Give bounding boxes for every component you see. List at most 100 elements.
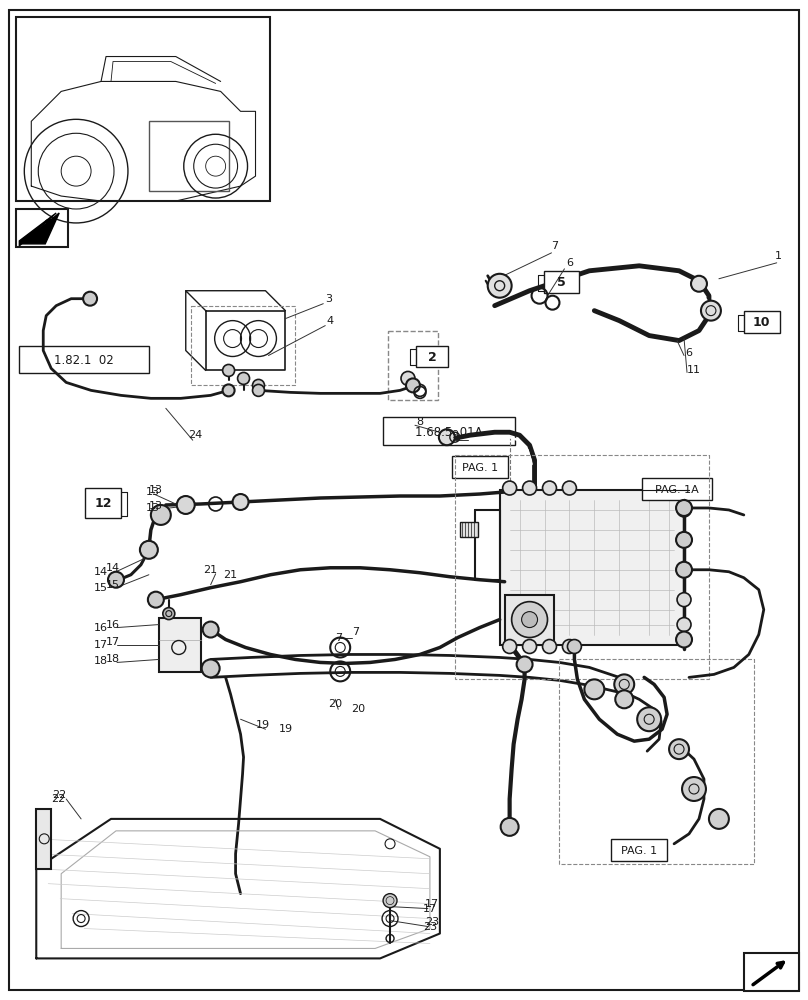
- Text: 17: 17: [425, 899, 439, 909]
- Circle shape: [233, 494, 249, 510]
- Text: 17: 17: [106, 637, 120, 647]
- Text: 19: 19: [278, 724, 292, 734]
- Text: 13: 13: [146, 503, 160, 513]
- Bar: [149, 121, 229, 191]
- Circle shape: [567, 640, 582, 653]
- Circle shape: [177, 496, 195, 514]
- Polygon shape: [21, 213, 59, 244]
- Text: 12: 12: [95, 497, 112, 510]
- Circle shape: [503, 481, 516, 495]
- Circle shape: [439, 429, 455, 445]
- Text: 20: 20: [351, 704, 365, 714]
- Text: 3: 3: [325, 294, 332, 304]
- Circle shape: [677, 593, 691, 607]
- Circle shape: [691, 276, 707, 292]
- Circle shape: [223, 364, 234, 376]
- Text: PAG. 1: PAG. 1: [461, 463, 498, 473]
- Circle shape: [709, 809, 729, 829]
- Bar: [455, 455, 709, 679]
- Text: 23: 23: [423, 922, 437, 932]
- Text: 10: 10: [753, 316, 771, 329]
- Text: 8: 8: [416, 417, 423, 427]
- Circle shape: [401, 371, 415, 385]
- Circle shape: [542, 640, 557, 653]
- Bar: [36, 809, 51, 869]
- Bar: [85, 488, 121, 518]
- Circle shape: [677, 618, 691, 632]
- Bar: [499, 490, 684, 645]
- Text: 6: 6: [685, 348, 692, 358]
- Circle shape: [163, 608, 175, 620]
- Bar: [612, 839, 667, 861]
- Circle shape: [676, 532, 692, 548]
- Bar: [505, 595, 554, 645]
- Circle shape: [615, 690, 633, 708]
- Circle shape: [676, 562, 692, 578]
- Text: 6: 6: [566, 258, 573, 268]
- Circle shape: [108, 572, 124, 588]
- Text: 9: 9: [451, 430, 458, 440]
- Polygon shape: [36, 819, 440, 958]
- Text: 22: 22: [52, 790, 66, 800]
- Circle shape: [676, 632, 692, 647]
- Circle shape: [677, 563, 691, 577]
- Circle shape: [523, 481, 537, 495]
- Circle shape: [523, 640, 537, 653]
- Bar: [559, 659, 754, 864]
- Bar: [16, 17, 271, 201]
- Circle shape: [677, 503, 691, 517]
- Text: PAG. 1A: PAG. 1A: [655, 485, 699, 495]
- Text: 22: 22: [51, 794, 65, 804]
- Bar: [642, 478, 712, 500]
- Text: 5: 5: [557, 276, 566, 289]
- Bar: [416, 346, 448, 367]
- Circle shape: [238, 372, 250, 384]
- Circle shape: [562, 640, 576, 653]
- Circle shape: [148, 592, 164, 608]
- Text: 17: 17: [94, 640, 108, 650]
- Text: 15: 15: [106, 580, 120, 590]
- Circle shape: [203, 622, 219, 638]
- Text: 21: 21: [204, 565, 217, 575]
- Text: 7: 7: [351, 627, 359, 637]
- Text: 7: 7: [335, 633, 342, 643]
- Circle shape: [223, 384, 234, 396]
- Text: 13: 13: [146, 487, 160, 497]
- Circle shape: [614, 674, 634, 694]
- Bar: [744, 311, 780, 333]
- Circle shape: [488, 274, 511, 298]
- Circle shape: [562, 481, 576, 495]
- Circle shape: [676, 500, 692, 516]
- Circle shape: [638, 707, 661, 731]
- Text: 15: 15: [94, 583, 108, 593]
- Circle shape: [202, 659, 220, 677]
- Text: 13: 13: [149, 485, 163, 495]
- Circle shape: [522, 612, 537, 628]
- Circle shape: [682, 777, 706, 801]
- Circle shape: [542, 481, 557, 495]
- Text: 18: 18: [106, 654, 120, 664]
- Bar: [544, 271, 579, 293]
- Bar: [191, 306, 296, 385]
- Text: 11: 11: [687, 365, 701, 375]
- Text: 14: 14: [94, 567, 108, 577]
- Bar: [388, 331, 438, 400]
- Text: 1.68.5  01A: 1.68.5 01A: [415, 426, 482, 439]
- Text: PAG. 1: PAG. 1: [621, 846, 657, 856]
- Circle shape: [383, 894, 397, 908]
- Text: 24: 24: [188, 430, 203, 440]
- Text: 16: 16: [106, 620, 120, 630]
- Circle shape: [516, 656, 532, 672]
- Bar: [452, 456, 507, 478]
- Circle shape: [151, 505, 170, 525]
- Circle shape: [140, 541, 158, 559]
- Text: 17: 17: [423, 904, 437, 914]
- Circle shape: [253, 379, 264, 391]
- Text: 1.82.1  02: 1.82.1 02: [54, 354, 114, 367]
- Text: 20: 20: [328, 699, 343, 709]
- Circle shape: [501, 818, 519, 836]
- Bar: [744, 953, 798, 991]
- Circle shape: [701, 301, 721, 321]
- Text: 7: 7: [551, 241, 558, 251]
- Text: 21: 21: [224, 570, 238, 580]
